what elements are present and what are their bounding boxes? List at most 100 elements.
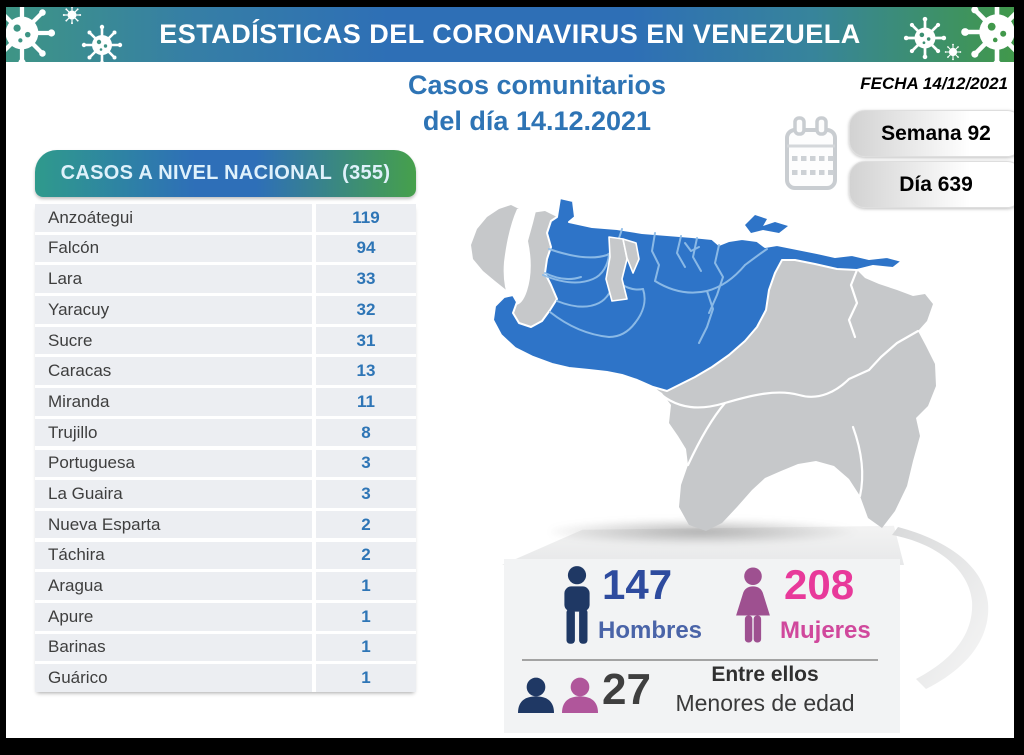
venezuela-map xyxy=(471,197,936,531)
state-name: Yaracuy xyxy=(35,296,312,324)
state-cases: 94 xyxy=(316,234,416,263)
state-cases: 3 xyxy=(316,449,416,478)
state-cases: 32 xyxy=(316,296,416,324)
cell-gap xyxy=(312,664,316,692)
table-row: Nueva Esparta 2 xyxy=(35,510,416,539)
table-row: La Guaira 3 xyxy=(35,480,416,508)
header-bar: ESTADÍSTICAS DEL CORONAVIRUS EN VENEZUEL… xyxy=(6,7,1014,62)
cases-table-title: CASOS A NIVEL NACIONAL xyxy=(60,162,333,184)
cell-gap xyxy=(312,480,316,508)
minors-label-top: Entre ellos xyxy=(711,663,819,686)
cell-gap xyxy=(312,388,316,416)
stats-panel: 147 Hombres 208 Mujeres 27 Entre ellos M… xyxy=(504,559,900,733)
minors-icons xyxy=(516,673,602,721)
cell-gap xyxy=(312,449,316,478)
women-count: 208 xyxy=(784,561,855,608)
cell-gap xyxy=(312,633,316,662)
men-count: 147 xyxy=(602,561,673,608)
state-name: La Guaira xyxy=(35,480,312,508)
table-row: Sucre 31 xyxy=(35,326,416,355)
table-row: Caracas 13 xyxy=(35,357,416,386)
date-label: FECHA 14/12/2021 xyxy=(860,74,1008,93)
day-badge: Día 639 xyxy=(849,161,1014,208)
state-name: Falcón xyxy=(35,234,312,263)
state-name: Aragua xyxy=(35,572,312,600)
cell-gap xyxy=(312,326,316,355)
cases-table: CASOS A NIVEL NACIONAL (355) Anzoátegui … xyxy=(35,150,416,692)
state-cases: 2 xyxy=(316,510,416,539)
table-row: Guárico 1 xyxy=(35,664,416,692)
cell-gap xyxy=(312,357,316,386)
cell-gap xyxy=(312,572,316,600)
divider xyxy=(522,659,878,661)
minors-labels: Entre ellos Menores de edad xyxy=(652,663,878,717)
week-badge: Semana 92 xyxy=(849,110,1014,157)
state-cases: 13 xyxy=(316,357,416,386)
calendar-icon xyxy=(785,116,837,190)
man-icon xyxy=(564,566,590,644)
table-row: Táchira 2 xyxy=(35,541,416,570)
cell-gap xyxy=(312,510,316,539)
infographic-frame: ESTADÍSTICAS DEL CORONAVIRUS EN VENEZUEL… xyxy=(6,7,1014,738)
girl-bust-icon xyxy=(562,677,598,713)
state-name: Sucre xyxy=(35,326,312,355)
cell-gap xyxy=(312,602,316,631)
state-cases: 11 xyxy=(316,388,416,416)
state-name: Apure xyxy=(35,602,312,631)
cases-table-body: Anzoátegui 119 Falcón 94 Lara 33 Yaracuy… xyxy=(35,204,416,692)
state-cases: 1 xyxy=(316,572,416,600)
table-row: Aragua 1 xyxy=(35,572,416,600)
men-label: Hombres xyxy=(598,617,703,644)
minors-label-bottom: Menores de edad xyxy=(675,690,855,716)
state-name: Lara xyxy=(35,265,312,293)
state-cases: 31 xyxy=(316,326,416,355)
map-island-nueva-esparta xyxy=(745,215,788,233)
cell-gap xyxy=(312,296,316,324)
table-row: Anzoátegui 119 xyxy=(35,204,416,232)
state-name: Nueva Esparta xyxy=(35,510,312,539)
state-cases: 1 xyxy=(316,633,416,662)
state-cases: 33 xyxy=(316,265,416,293)
cell-gap xyxy=(312,204,316,232)
woman-icon xyxy=(736,567,770,643)
table-row: Trujillo 8 xyxy=(35,418,416,447)
cell-gap xyxy=(312,265,316,293)
table-row: Barinas 1 xyxy=(35,633,416,662)
state-name: Caracas xyxy=(35,357,312,386)
state-name: Barinas xyxy=(35,633,312,662)
state-name: Trujillo xyxy=(35,418,312,447)
cell-gap xyxy=(312,541,316,570)
state-cases: 1 xyxy=(316,664,416,692)
state-name: Miranda xyxy=(35,388,312,416)
state-name: Guárico xyxy=(35,664,312,692)
map-gray-inset-states xyxy=(605,236,640,302)
state-cases: 1 xyxy=(316,602,416,631)
map-gray-borders xyxy=(651,268,920,498)
lake-maracaibo xyxy=(503,207,537,306)
state-name: Anzoátegui xyxy=(35,204,312,232)
cell-gap xyxy=(312,418,316,447)
minors-count: 27 xyxy=(602,665,651,714)
table-row: Yaracuy 32 xyxy=(35,296,416,324)
table-row: Falcón 94 xyxy=(35,234,416,263)
state-name: Táchira xyxy=(35,541,312,570)
women-label: Mujeres xyxy=(780,617,871,644)
cases-table-total: (355) xyxy=(342,162,391,184)
table-row: Portuguesa 3 xyxy=(35,449,416,478)
boy-bust-icon xyxy=(518,677,554,713)
cell-gap xyxy=(312,234,316,263)
subtitle-line1: Casos comunitarios xyxy=(407,70,667,100)
state-name: Portuguesa xyxy=(35,449,312,478)
table-row: Miranda 11 xyxy=(35,388,416,416)
cases-table-header: CASOS A NIVEL NACIONAL (355) xyxy=(35,150,416,197)
page-curl-shape xyxy=(892,527,989,689)
subtitle-line2: del día 14.12.2021 xyxy=(422,106,652,136)
state-cases: 2 xyxy=(316,541,416,570)
page-title: ESTADÍSTICAS DEL CORONAVIRUS EN VENEZUEL… xyxy=(159,19,861,49)
state-cases: 8 xyxy=(316,418,416,447)
table-row: Apure 1 xyxy=(35,602,416,631)
state-cases: 119 xyxy=(316,204,416,232)
subtitle: Casos comunitarios del día 14.12.2021 xyxy=(297,67,777,139)
table-row: Lara 33 xyxy=(35,265,416,293)
map-highlighted-region xyxy=(492,197,903,392)
